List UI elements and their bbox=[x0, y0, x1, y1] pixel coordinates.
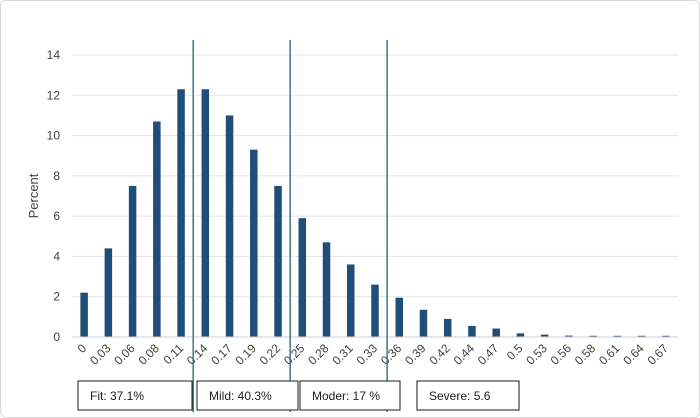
severity-box bbox=[416, 380, 520, 411]
gridlines bbox=[72, 54, 678, 298]
bar bbox=[104, 248, 113, 337]
x-tick-label: 0.22 bbox=[257, 341, 284, 368]
severity-box bbox=[77, 380, 193, 411]
bar bbox=[322, 242, 331, 337]
y-tick-label: 8 bbox=[53, 169, 60, 183]
x-tick-label: 0.5 bbox=[504, 341, 526, 363]
x-tick-label: 0.31 bbox=[329, 341, 356, 368]
severity-label: Mild: 40.3% bbox=[209, 389, 272, 403]
x-tick-label: 0.11 bbox=[160, 341, 186, 367]
bar bbox=[395, 297, 403, 337]
x-tick-label: 0.19 bbox=[233, 341, 260, 368]
y-axis-ticks: 0 2 4 6 8 10 12 14 bbox=[47, 48, 61, 344]
x-tick-label: 0.47 bbox=[475, 341, 502, 368]
x-tick-label: 0.36 bbox=[378, 341, 405, 368]
y-tick-label: 0 bbox=[53, 330, 60, 344]
severity-boxes: Fit: 37.1% Mild: 40.3% Moder: 17 % Severe: … bbox=[77, 380, 520, 411]
bar bbox=[516, 333, 525, 337]
bar bbox=[153, 121, 161, 337]
x-tick-label: 0.03 bbox=[87, 341, 114, 368]
bar bbox=[250, 149, 258, 337]
x-tick-label: 0.42 bbox=[426, 341, 453, 368]
bar bbox=[443, 318, 452, 337]
y-tick-label: 6 bbox=[53, 209, 60, 223]
x-tick-label: 0.61 bbox=[596, 341, 623, 368]
x-tick-label: 0 bbox=[75, 341, 90, 356]
x-tick-label: 0.64 bbox=[620, 341, 647, 368]
x-tick-label: 0.67 bbox=[645, 341, 672, 368]
bar bbox=[540, 334, 549, 337]
x-tick-label: 0.17 bbox=[208, 341, 235, 368]
severity-box bbox=[196, 380, 299, 411]
bar bbox=[613, 335, 622, 337]
bar bbox=[468, 325, 476, 337]
x-tick-label: 0.58 bbox=[572, 341, 599, 368]
cutoff-lines bbox=[192, 40, 388, 412]
bar bbox=[371, 284, 379, 337]
x-tick-label: 0.06 bbox=[111, 341, 138, 368]
bar bbox=[565, 335, 573, 337]
severity-label: Moder: 17 % bbox=[312, 389, 380, 403]
y-tick-label: 2 bbox=[53, 290, 60, 304]
y-tick-label: 4 bbox=[53, 249, 60, 263]
bar bbox=[298, 218, 307, 337]
severity-label: Severe: 5.6 bbox=[429, 389, 491, 403]
bar bbox=[225, 115, 234, 337]
bar bbox=[80, 292, 88, 337]
x-axis-ticks: 00.030.060.080.110.140.170.190.220.250.2… bbox=[75, 341, 672, 368]
bar bbox=[274, 185, 282, 337]
bar bbox=[347, 264, 355, 337]
y-tick-label: 10 bbox=[47, 129, 61, 143]
bar bbox=[201, 89, 210, 337]
bar bbox=[128, 185, 137, 337]
x-tick-label: 0.53 bbox=[523, 341, 550, 368]
bar bbox=[492, 328, 500, 337]
severity-box bbox=[299, 380, 401, 411]
y-tick-label: 12 bbox=[47, 88, 61, 102]
y-tick-label: 14 bbox=[47, 48, 61, 62]
x-tick-label: 0.25 bbox=[281, 341, 308, 368]
severity-label: Fit: 37.1% bbox=[90, 389, 144, 403]
x-tick-label: 0.56 bbox=[548, 341, 575, 368]
x-tick-label: 0.44 bbox=[451, 341, 478, 368]
x-tick-label: 0.39 bbox=[402, 341, 429, 368]
x-tick-label: 0.08 bbox=[136, 341, 163, 368]
bars bbox=[80, 89, 670, 337]
bar bbox=[177, 89, 185, 337]
x-tick-label: 0.14 bbox=[184, 341, 211, 368]
bar bbox=[637, 335, 646, 337]
bar bbox=[589, 335, 597, 337]
bar bbox=[419, 309, 428, 337]
x-tick-label: 0.28 bbox=[305, 341, 332, 368]
bar bbox=[662, 335, 670, 337]
x-tick-label: 0.33 bbox=[354, 341, 381, 368]
y-axis-label: Percent bbox=[26, 173, 41, 218]
